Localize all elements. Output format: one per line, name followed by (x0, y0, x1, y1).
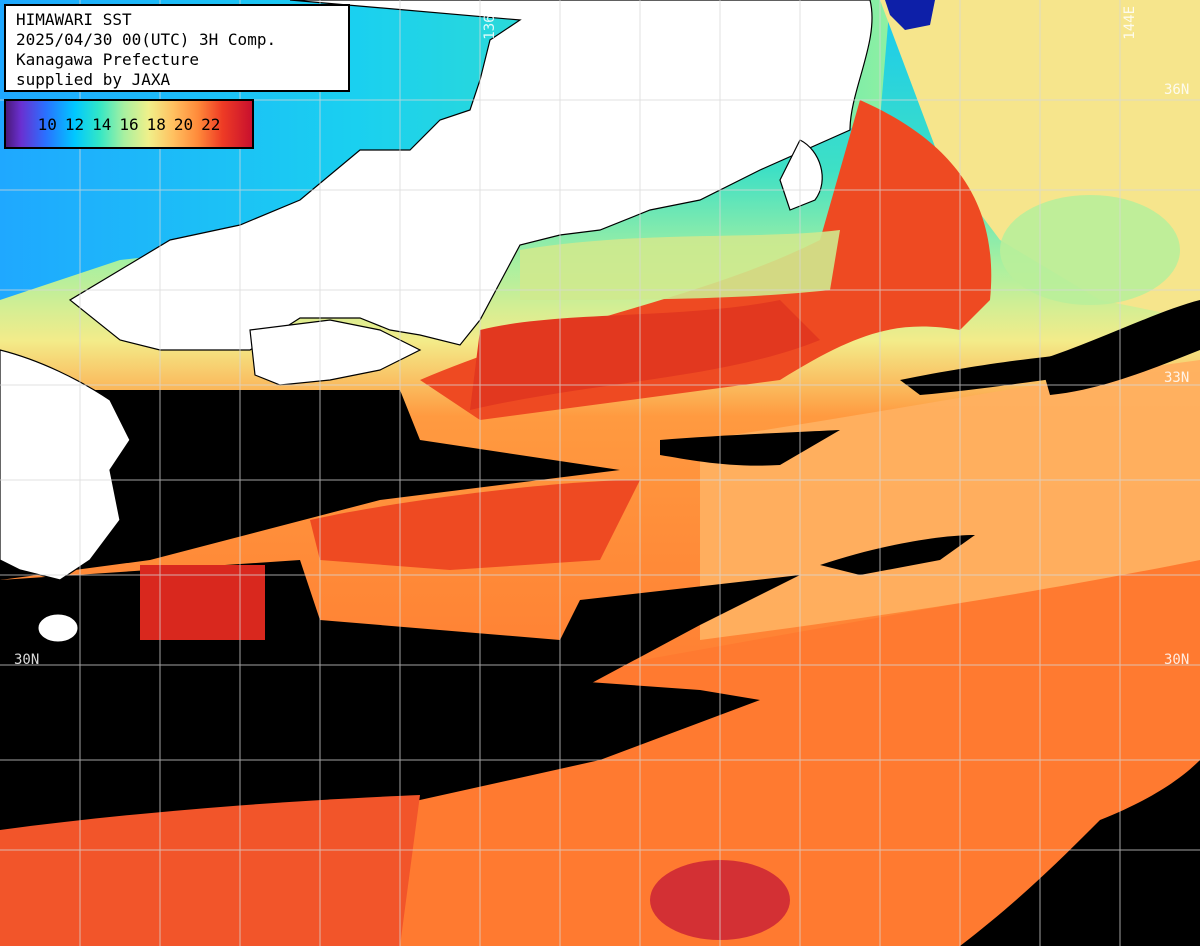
latitude-label-33n: 33N (1164, 370, 1190, 386)
cloud-band-4 (820, 535, 975, 575)
coastal-yellow (520, 230, 840, 300)
data-credit: supplied by JAXA (16, 70, 171, 89)
sea-cold-tongue (885, 0, 935, 30)
longitude-label-144e: 144E (1122, 6, 1138, 40)
south-orange-light (700, 360, 1200, 640)
warm-patch-2 (310, 480, 640, 570)
warm-patch-3 (0, 795, 420, 946)
warm-patch-1 (140, 565, 265, 640)
observation-time: 2025/04/30 00(UTC) 3H Comp. (16, 30, 277, 49)
colorbar-tick: 10 (37, 114, 57, 134)
temperature-colorbar: 10 12 14 16 18 20 22 (4, 99, 254, 149)
title-box: HIMAWARI SST 2025/04/30 00(UTC) 3H Comp.… (4, 4, 350, 92)
colorbar-tick: 18 (146, 114, 166, 134)
colorbar-tick: 12 (64, 114, 85, 134)
longitude-label-136e: 136E (482, 6, 498, 40)
product-title: HIMAWARI SST (16, 10, 132, 29)
colorbar-tick: 22 (201, 114, 221, 134)
cloud-band-8 (960, 760, 1200, 946)
cloud-band-3 (0, 670, 760, 840)
colorbar-tick: 20 (173, 114, 194, 134)
land-tanegashima (37, 613, 79, 643)
cloud-band-7 (660, 430, 840, 466)
colorbar-tick: 16 (119, 114, 139, 134)
cloud-band-1 (0, 390, 620, 580)
cloud-band-6 (900, 345, 1160, 395)
latitude-label-30n-right: 30N (1164, 652, 1190, 668)
sea-east-green (1000, 195, 1180, 305)
kuroshio-core (470, 300, 820, 410)
land-honshu (68, 0, 873, 351)
colorbar-tick: 14 (92, 114, 112, 134)
land-shikoku (249, 319, 422, 386)
latitude-label-36n: 36N (1164, 82, 1190, 98)
organization: Kanagawa Prefecture (16, 50, 200, 69)
land-boso (779, 139, 823, 211)
latitude-label-30n-left: 30N (14, 652, 40, 668)
